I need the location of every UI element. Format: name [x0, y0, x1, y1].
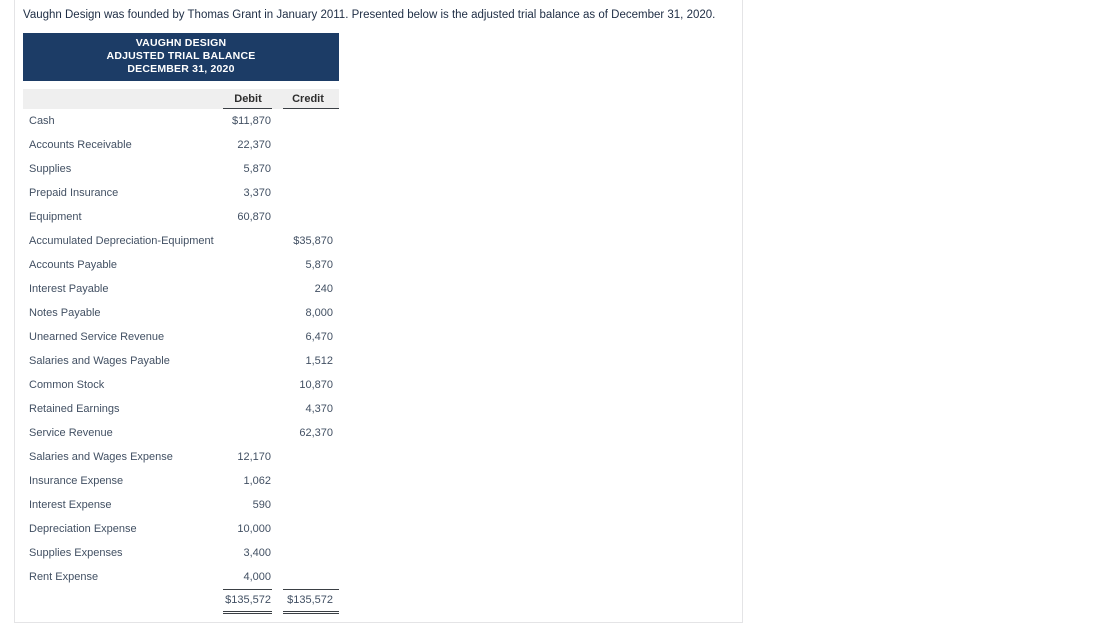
credit-amount-cell [277, 157, 339, 181]
debit-amount-cell: 12,170 [237, 451, 271, 463]
statement-name: ADJUSTED TRIAL BALANCE [106, 50, 256, 62]
debit-amount-cell: 22,370 [237, 139, 271, 151]
account-row: Supplies Expenses 3,400 [23, 541, 339, 565]
problem-intro: Vaughn Design was founded by Thomas Gran… [23, 9, 716, 21]
account-name-cell: Unearned Service Revenue [29, 331, 165, 343]
account-name-cell: Notes Payable [29, 307, 101, 319]
debit-total: $135,572 [219, 589, 277, 615]
content-panel: Vaughn Design was founded by Thomas Gran… [14, 0, 743, 623]
account-rows: Cash $11,870 Accounts Receivable 22,370 Supp… [23, 109, 339, 589]
debit-amount-cell [219, 397, 277, 421]
account-name-cell: Interest Payable [29, 283, 109, 295]
account-name-cell: Salaries and Wages Expense [29, 451, 173, 463]
account-row: Salaries and Wages Expense 12,170 [23, 445, 339, 469]
credit-amount-cell [277, 517, 339, 541]
credit-amount-cell: 62,370 [299, 427, 333, 439]
account-name-cell: Accounts Payable [29, 259, 118, 271]
debit-amount-cell: 590 [252, 499, 271, 511]
account-column-header [23, 89, 219, 109]
credit-amount-cell: 6,470 [305, 331, 333, 343]
trial-balance-table: Debit Credit Cash $11,870 Accounts Receiva… [23, 89, 339, 615]
account-row: Equipment 60,870 [23, 205, 339, 229]
account-row: Service Revenue 62,370 [23, 421, 339, 445]
credit-amount-cell: 1,512 [305, 355, 333, 367]
credit-amount-cell: 240 [314, 283, 333, 295]
credit-amount-cell [277, 541, 339, 565]
account-name-cell: Accumulated Depreciation-Equipment [29, 235, 214, 247]
debit-amount-cell [219, 277, 277, 301]
account-name-cell: Accounts Receivable [29, 139, 132, 151]
account-row: Interest Payable 240 [23, 277, 339, 301]
debit-amount-cell [219, 373, 277, 397]
debit-amount-cell [219, 421, 277, 445]
credit-amount-cell: 5,870 [305, 259, 333, 271]
account-row: Common Stock 10,870 [23, 373, 339, 397]
debit-amount-cell: 10,000 [237, 523, 271, 535]
debit-amount-cell [219, 229, 277, 253]
statement-header: VAUGHN DESIGN ADJUSTED TRIAL BALANCE DEC… [23, 33, 339, 81]
debit-amount-cell [219, 349, 277, 373]
debit-amount-cell [219, 325, 277, 349]
debit-amount-cell: 5,870 [243, 163, 271, 175]
account-row: Insurance Expense 1,062 [23, 469, 339, 493]
account-name-cell: Supplies Expenses [29, 547, 123, 559]
credit-amount-cell [277, 133, 339, 157]
credit-amount-cell [277, 205, 339, 229]
credit-amount-cell [277, 445, 339, 469]
account-name-cell: Rent Expense [29, 571, 99, 583]
account-name-cell: Supplies [29, 163, 72, 175]
debit-amount-cell [219, 301, 277, 325]
account-row: Unearned Service Revenue 6,470 [23, 325, 339, 349]
statement-date: DECEMBER 31, 2020 [127, 63, 235, 75]
company-name: VAUGHN DESIGN [135, 37, 227, 49]
debit-amount-cell: 1,062 [243, 475, 271, 487]
totals-row: $135,572 $135,572 [23, 589, 339, 615]
debit-amount-cell: $11,870 [232, 115, 271, 127]
account-row: Accounts Payable 5,870 [23, 253, 339, 277]
credit-total: $135,572 [277, 589, 339, 615]
debit-amount-cell: 4,000 [243, 571, 271, 583]
account-name-cell: Service Revenue [29, 427, 113, 439]
credit-amount-cell [277, 469, 339, 493]
credit-amount-cell [277, 109, 339, 133]
credit-column-header: Credit [277, 89, 339, 109]
debit-amount-cell: 3,370 [243, 187, 271, 199]
credit-amount-cell: 10,870 [299, 379, 333, 391]
account-row: Rent Expense 4,000 [23, 565, 339, 589]
trial-balance: VAUGHN DESIGN ADJUSTED TRIAL BALANCE DEC… [23, 33, 339, 615]
account-name-cell: Cash [29, 115, 55, 127]
account-row: Salaries and Wages Payable 1,512 [23, 349, 339, 373]
account-row: Depreciation Expense 10,000 [23, 517, 339, 541]
account-row: Accounts Receivable 22,370 [23, 133, 339, 157]
credit-amount-cell [277, 181, 339, 205]
credit-amount-cell: 4,370 [305, 403, 333, 415]
account-name-cell: Prepaid Insurance [29, 187, 119, 199]
credit-amount-cell [277, 493, 339, 517]
account-row: Prepaid Insurance 3,370 [23, 181, 339, 205]
credit-amount-cell: 8,000 [305, 307, 333, 319]
account-row: Accumulated Depreciation-Equipment $35,87… [23, 229, 339, 253]
account-row: Notes Payable 8,000 [23, 301, 339, 325]
debit-column-header: Debit [219, 89, 277, 109]
account-name-cell: Insurance Expense [29, 475, 124, 487]
account-name-cell: Retained Earnings [29, 403, 120, 415]
account-name-cell: Depreciation Expense [29, 523, 137, 535]
account-name-cell: Interest Expense [29, 499, 112, 511]
credit-amount-cell [277, 565, 339, 589]
account-row: Cash $11,870 [23, 109, 339, 133]
account-name-cell: Equipment [29, 211, 82, 223]
account-name-cell: Common Stock [29, 379, 105, 391]
totals-spacer-cell [23, 589, 219, 615]
credit-amount-cell: $35,870 [293, 235, 333, 247]
account-name-cell: Salaries and Wages Payable [29, 355, 170, 367]
debit-amount-cell [219, 253, 277, 277]
account-row: Retained Earnings 4,370 [23, 397, 339, 421]
debit-amount-cell: 3,400 [243, 547, 271, 559]
column-header-row: Debit Credit [23, 89, 339, 109]
account-row: Supplies 5,870 [23, 157, 339, 181]
debit-amount-cell: 60,870 [237, 211, 271, 223]
account-row: Interest Expense 590 [23, 493, 339, 517]
